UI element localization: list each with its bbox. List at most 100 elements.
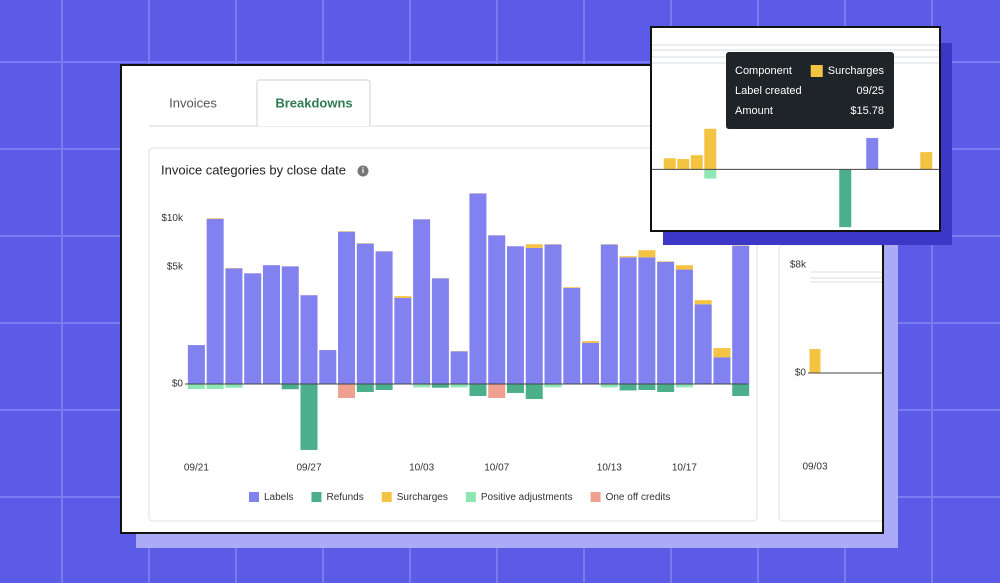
bar bbox=[488, 235, 506, 385]
bar bbox=[356, 384, 374, 392]
legend-swatch bbox=[249, 492, 259, 502]
bar bbox=[450, 351, 468, 385]
bar bbox=[920, 152, 933, 170]
bar bbox=[206, 218, 224, 385]
legend-swatch bbox=[465, 492, 476, 502]
bar bbox=[206, 384, 224, 390]
bar bbox=[704, 169, 717, 179]
bar bbox=[469, 384, 487, 396]
bar bbox=[600, 384, 618, 388]
bar bbox=[657, 384, 675, 392]
bar bbox=[675, 269, 693, 385]
bar bbox=[677, 159, 690, 170]
x-tick-label: 09/27 bbox=[296, 463, 321, 474]
bar bbox=[413, 219, 431, 385]
bar bbox=[525, 244, 543, 248]
x-tick-label: 09/21 bbox=[184, 463, 209, 474]
bar bbox=[638, 257, 656, 385]
bar bbox=[413, 384, 431, 388]
y-tick-label: $0 bbox=[795, 368, 807, 379]
tooltip-label: Component bbox=[735, 65, 792, 77]
bar bbox=[600, 244, 618, 385]
legend-label: Positive adjustments bbox=[481, 492, 573, 503]
legend: Labels Refunds Surcharges Positive adjustme… bbox=[249, 492, 670, 503]
side-chart: $0 $8k 09/03 bbox=[790, 260, 882, 473]
info-icon-glyph: i bbox=[362, 166, 364, 175]
chart-title: Invoice categories by close date bbox=[161, 162, 346, 177]
bar bbox=[866, 137, 879, 170]
y-tick-label: $5k bbox=[167, 261, 184, 272]
tooltip-swatch bbox=[810, 65, 823, 77]
bar bbox=[262, 265, 280, 385]
bar bbox=[694, 300, 712, 305]
main-chart: $0 $5k $10k 09/21 09/27 10/03 10/07 10/13 10/17 bbox=[161, 193, 750, 474]
bar bbox=[839, 169, 852, 228]
bar bbox=[525, 384, 543, 400]
bar bbox=[300, 295, 318, 385]
legend-label: Surcharges bbox=[397, 492, 448, 503]
bar bbox=[338, 231, 356, 385]
x-tick-label: 09/03 bbox=[802, 462, 827, 473]
bar bbox=[394, 298, 412, 385]
info-icon[interactable] bbox=[357, 165, 369, 177]
bar bbox=[225, 268, 243, 385]
tooltip-value: Surcharges bbox=[828, 65, 885, 77]
bar bbox=[732, 384, 750, 396]
bar bbox=[544, 244, 562, 385]
bar bbox=[375, 251, 393, 385]
bar bbox=[431, 278, 449, 385]
bar bbox=[675, 384, 693, 388]
legend-label: Labels bbox=[264, 492, 293, 503]
side-decor bbox=[810, 271, 882, 283]
y-tick-label: $8k bbox=[790, 260, 807, 271]
bar bbox=[506, 246, 524, 385]
legend-swatch bbox=[590, 492, 601, 502]
bar bbox=[657, 261, 675, 385]
x-tick-label: 10/13 bbox=[597, 463, 622, 474]
active-tab[interactable] bbox=[256, 79, 371, 126]
bar bbox=[704, 128, 717, 170]
legend-swatch bbox=[381, 492, 392, 502]
tab[interactable]: Invoices bbox=[169, 95, 217, 110]
bar bbox=[300, 384, 318, 450]
bar bbox=[525, 247, 543, 385]
bar bbox=[450, 384, 468, 388]
tooltip-label: Amount bbox=[735, 105, 773, 117]
bar bbox=[488, 384, 506, 399]
bar bbox=[638, 250, 656, 258]
tooltip bbox=[726, 52, 894, 129]
bar bbox=[713, 348, 731, 358]
x-tick-label: 10/03 bbox=[409, 463, 434, 474]
bar bbox=[582, 341, 600, 343]
bar bbox=[469, 193, 487, 385]
bar bbox=[713, 357, 731, 385]
bar bbox=[187, 345, 205, 385]
y-tick-label: $0 bbox=[172, 379, 184, 390]
bar bbox=[657, 261, 675, 262]
inset-chart bbox=[652, 128, 939, 228]
bar bbox=[638, 384, 656, 391]
bar bbox=[582, 342, 600, 385]
bar bbox=[187, 384, 205, 390]
bar bbox=[563, 287, 581, 385]
bar bbox=[675, 265, 693, 270]
bar bbox=[619, 257, 637, 385]
bar bbox=[690, 155, 703, 170]
bar bbox=[244, 273, 262, 385]
tab-active[interactable]: Breakdowns bbox=[275, 95, 352, 110]
bar bbox=[394, 296, 412, 299]
tooltip-value: $15.78 bbox=[850, 105, 884, 117]
legend-label: One off credits bbox=[606, 492, 671, 503]
bar bbox=[563, 287, 581, 288]
bar bbox=[356, 243, 374, 385]
legend-swatch bbox=[311, 492, 322, 502]
bar bbox=[619, 256, 637, 258]
bar bbox=[544, 384, 562, 388]
legend-label: Refunds bbox=[326, 492, 363, 503]
bar bbox=[281, 266, 299, 385]
bar bbox=[663, 158, 676, 170]
bar bbox=[319, 350, 337, 385]
bar bbox=[506, 384, 524, 393]
bar bbox=[431, 384, 449, 388]
